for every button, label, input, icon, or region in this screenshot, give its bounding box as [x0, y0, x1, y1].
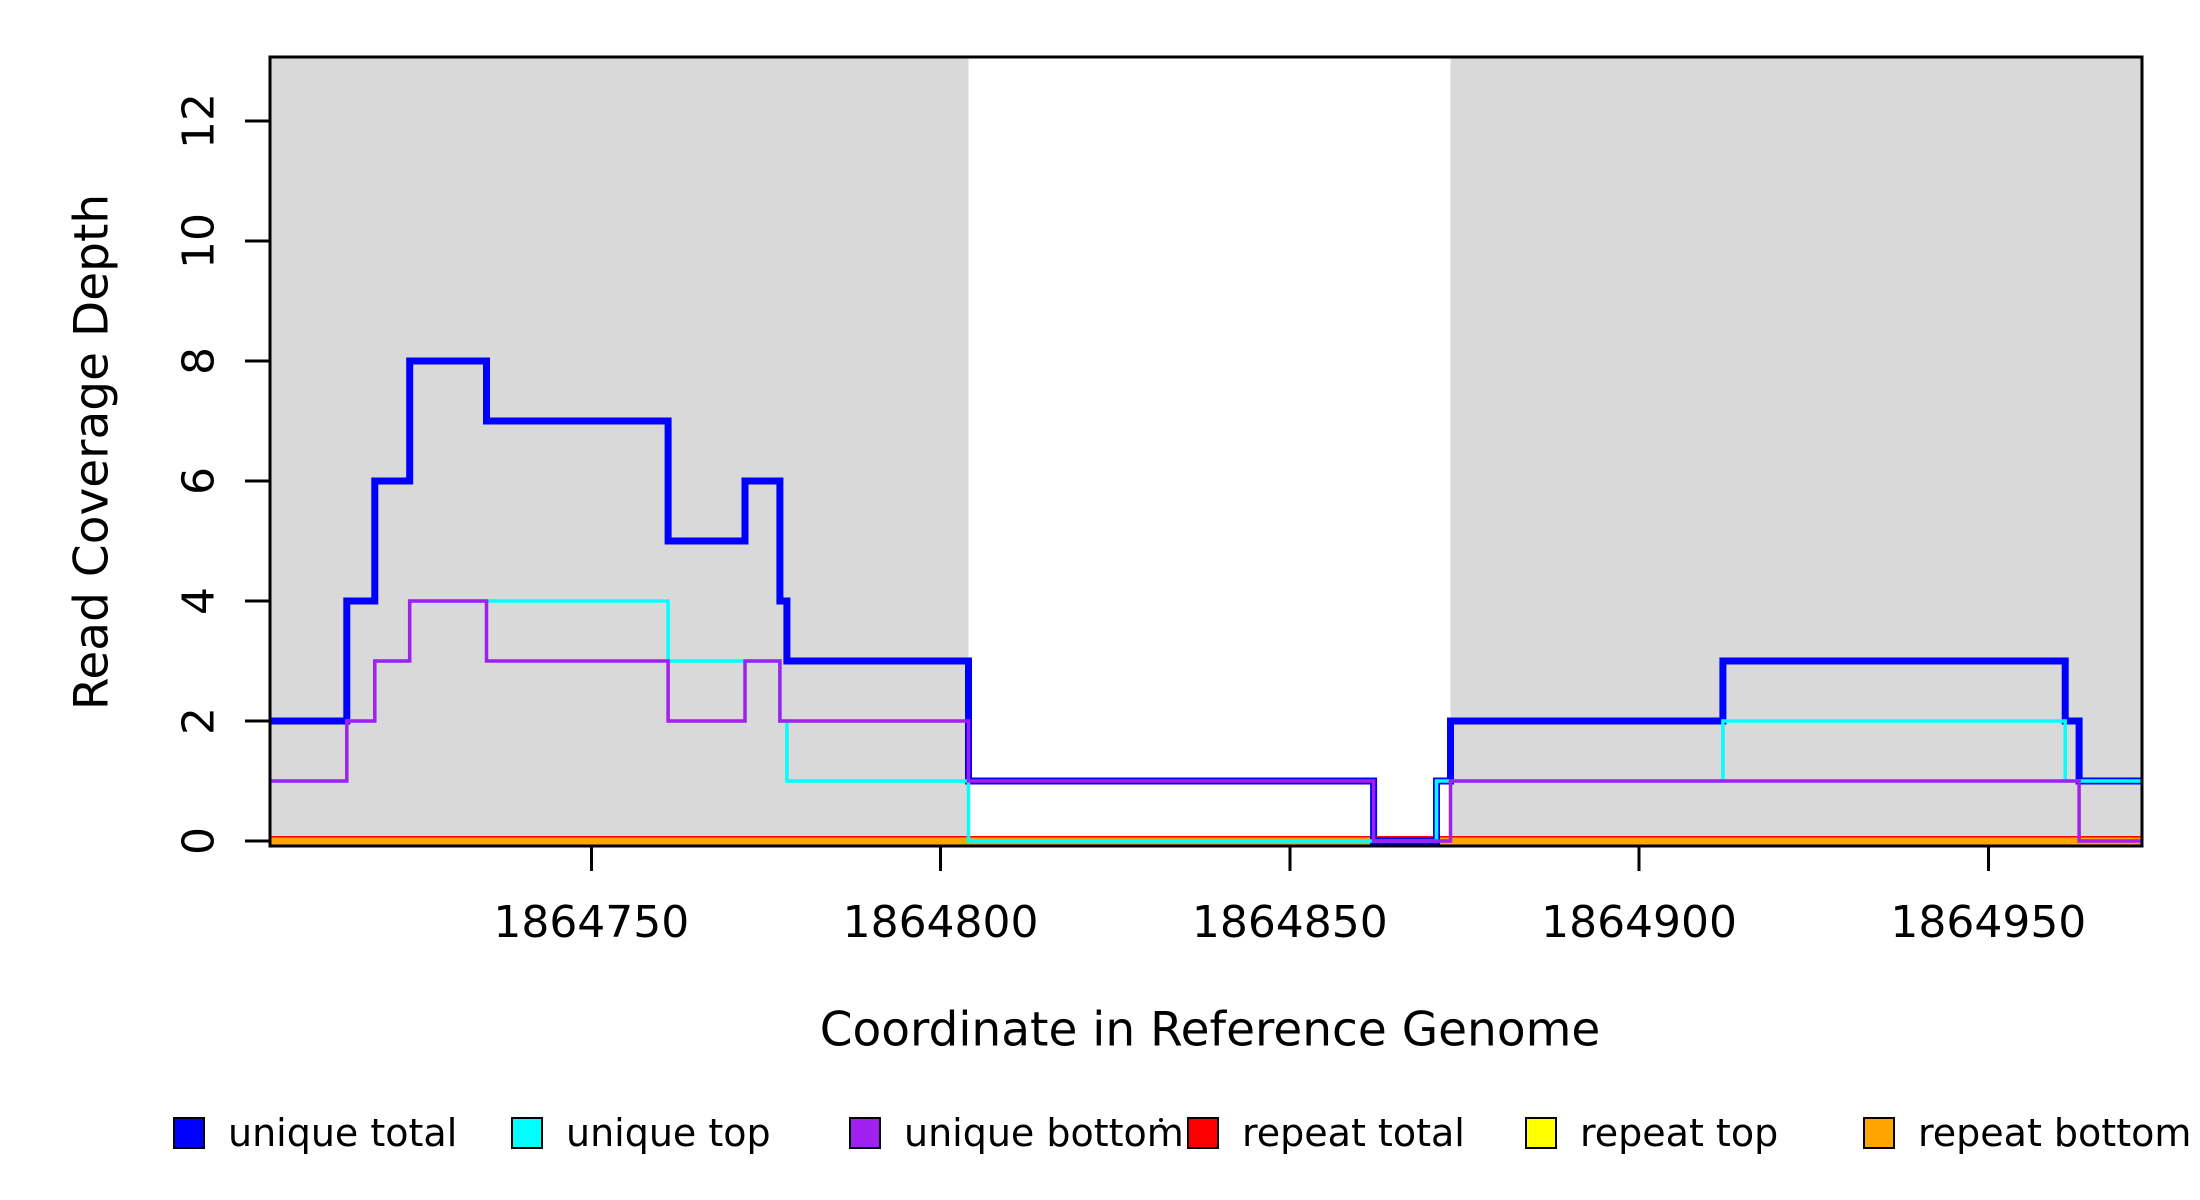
y-tick-label: 4 [174, 587, 225, 615]
y-tick-label: 8 [174, 347, 225, 375]
legend-label: unique total [228, 1111, 458, 1155]
legend-item-repeat-total: repeat total [1187, 1111, 1465, 1155]
x-axis-title: Coordinate in Reference Genome [819, 1002, 1601, 1058]
legend-label: unique top [566, 1111, 771, 1155]
legend-swatch [1187, 1117, 1219, 1149]
series-unique-bottom [270, 599, 2142, 843]
legend-label: repeat top [1580, 1111, 1779, 1155]
legend-swatch [1525, 1117, 1557, 1149]
legend-label: repeat total [1242, 1111, 1465, 1155]
x-tick-label: 1864800 [843, 897, 1039, 948]
legend-item-unique-bottom: unique bottom [849, 1111, 1184, 1155]
y-tick-label: 6 [174, 467, 225, 495]
x-tick-label: 1864950 [1890, 897, 2086, 948]
y-tick-label: 2 [174, 707, 225, 735]
y-axis-title: Read Coverage Depth [64, 193, 120, 711]
x-tick-label: 1864750 [493, 897, 689, 948]
legend-label: unique bottom [904, 1111, 1184, 1155]
legend-label: repeat bottom [1918, 1111, 2192, 1155]
y-tick-label: 0 [174, 827, 225, 855]
legend-swatch [173, 1117, 205, 1149]
legend-item-unique-total: unique total [173, 1111, 457, 1155]
legend-swatch [1863, 1117, 1895, 1149]
legend-item-repeat-top: repeat top [1525, 1111, 1778, 1155]
shaded-region [270, 57, 969, 846]
x-tick-label: 1864850 [1192, 897, 1388, 948]
x-tick-label: 1864900 [1541, 897, 1737, 948]
legend-item-repeat-bottom: repeat bottom [1863, 1111, 2191, 1155]
y-tick-label: 12 [174, 93, 225, 149]
stray-dot-artifact [1159, 1118, 1163, 1122]
plot-box [268, 55, 2144, 848]
legend-item-unique-top: unique top [511, 1111, 771, 1155]
shaded-region [1450, 57, 2142, 846]
legend-swatch [849, 1117, 881, 1149]
legend-swatch [511, 1117, 543, 1149]
y-tick-label: 10 [174, 213, 225, 269]
series-unique-total [270, 357, 2142, 845]
